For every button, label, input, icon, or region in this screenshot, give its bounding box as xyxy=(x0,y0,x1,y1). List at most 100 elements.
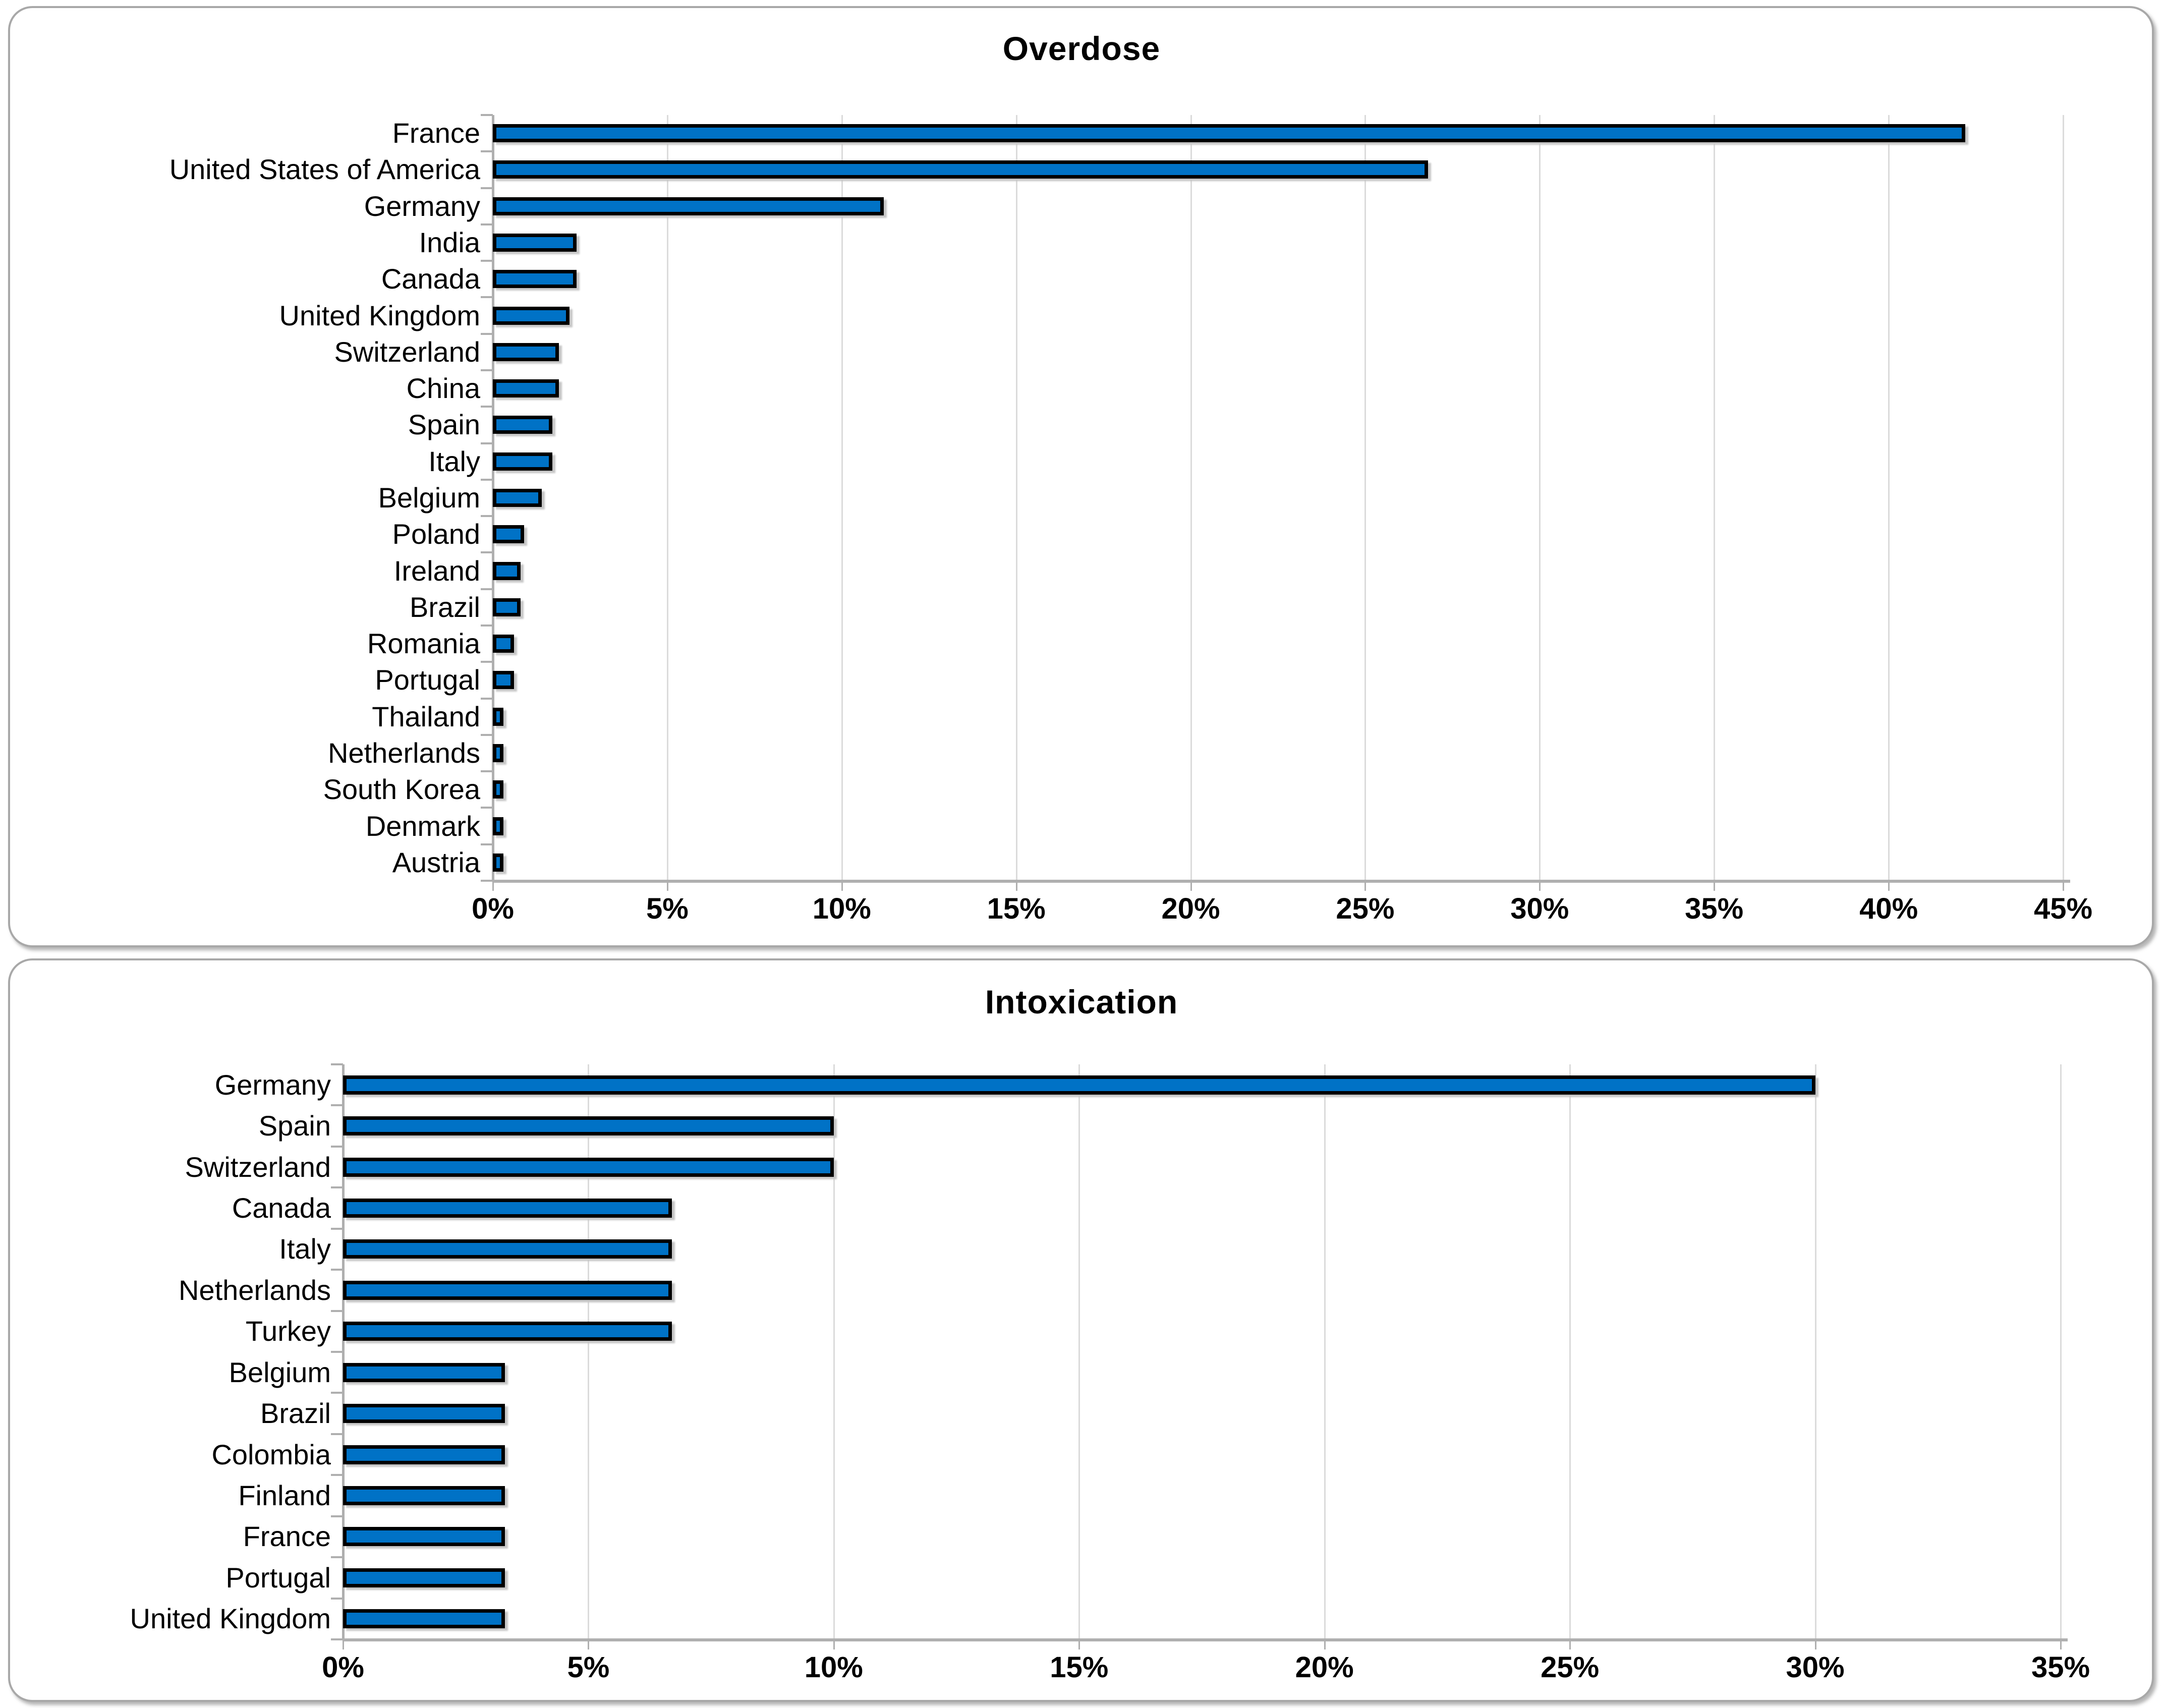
x-tick-label: 15% xyxy=(1050,1651,1109,1684)
x-tick-label: 10% xyxy=(804,1651,863,1684)
bar-romania xyxy=(493,635,514,653)
category-tick-mark xyxy=(331,1597,343,1600)
category-tick-mark xyxy=(481,770,493,773)
x-tick-label: 0% xyxy=(472,892,514,925)
category-label: Germany xyxy=(214,1068,331,1101)
x-tick-mark xyxy=(833,1639,835,1649)
category-label: United States of America xyxy=(169,153,480,186)
category-tick-mark xyxy=(481,406,493,408)
category-label: Thailand xyxy=(372,700,480,732)
gridline-30% xyxy=(1539,115,1541,881)
category-label: United Kingdom xyxy=(130,1603,331,1635)
category-label: Canada xyxy=(232,1192,331,1224)
x-tick-mark xyxy=(588,1639,590,1649)
gridline-10% xyxy=(833,1064,835,1639)
category-tick-mark xyxy=(331,1556,343,1559)
bar-italy xyxy=(493,452,552,471)
category-label: South Korea xyxy=(323,773,480,806)
category-tick-mark xyxy=(481,296,493,299)
category-label: Switzerland xyxy=(334,335,480,368)
category-tick-mark xyxy=(481,114,493,116)
gridline-40% xyxy=(1888,115,1890,881)
category-label: Netherlands xyxy=(328,737,480,769)
category-tick-mark xyxy=(331,1227,343,1230)
category-tick-mark xyxy=(481,478,493,481)
x-tick-label: 20% xyxy=(1295,1651,1354,1684)
bar-united-kingdom xyxy=(493,306,570,325)
category-label: Spain xyxy=(408,409,480,441)
bar-germany xyxy=(343,1075,1815,1095)
category-label: Romania xyxy=(367,628,480,660)
bar-austria xyxy=(493,853,503,872)
category-label: Portugal xyxy=(225,1561,331,1593)
category-tick-mark xyxy=(331,1515,343,1517)
category-tick-mark xyxy=(481,332,493,335)
gridline-25% xyxy=(1364,115,1367,881)
x-tick-mark xyxy=(1569,1639,1571,1649)
category-label: Portugal xyxy=(375,664,480,696)
x-tick-mark xyxy=(1015,881,1017,891)
category-tick-mark xyxy=(331,1310,343,1312)
gridline-30% xyxy=(1814,1064,1816,1639)
gridline-35% xyxy=(2060,1064,2062,1639)
bar-canada xyxy=(493,270,577,289)
category-tick-mark xyxy=(331,1145,343,1148)
bar-finland xyxy=(343,1486,505,1505)
category-label: Poland xyxy=(392,518,480,550)
bar-switzerland xyxy=(493,343,559,361)
category-tick-mark xyxy=(481,223,493,225)
bar-spain xyxy=(343,1116,834,1136)
category-tick-mark xyxy=(481,515,493,518)
category-tick-mark xyxy=(331,1269,343,1271)
bar-colombia xyxy=(343,1445,505,1464)
category-tick-mark xyxy=(331,1104,343,1107)
bar-spain xyxy=(493,416,552,434)
category-tick-mark xyxy=(481,661,493,663)
gridline-15% xyxy=(1015,115,1017,881)
x-tick-label: 15% xyxy=(987,892,1046,925)
category-label: Finland xyxy=(238,1479,331,1511)
value-axis-line xyxy=(342,1064,345,1639)
x-tick-label: 40% xyxy=(1859,892,1918,925)
category-label: Denmark xyxy=(365,810,480,842)
category-tick-mark xyxy=(481,880,493,882)
x-tick-mark xyxy=(1539,881,1541,891)
x-tick-label: 30% xyxy=(1510,892,1569,925)
category-tick-mark xyxy=(481,150,493,153)
bar-switzerland xyxy=(343,1157,834,1177)
x-tick-label: 5% xyxy=(567,1651,610,1684)
x-tick-mark xyxy=(1814,1639,1816,1649)
x-tick-mark xyxy=(2060,1639,2062,1649)
category-tick-mark xyxy=(331,1474,343,1476)
category-tick-mark xyxy=(481,260,493,262)
bar-portugal xyxy=(493,671,514,690)
category-label: France xyxy=(243,1520,331,1553)
category-label: Netherlands xyxy=(179,1274,331,1306)
category-tick-mark xyxy=(481,369,493,371)
x-tick-mark xyxy=(666,881,668,891)
bar-france xyxy=(493,124,1966,143)
gridline-20% xyxy=(1324,1064,1326,1639)
category-label: Austria xyxy=(392,846,480,878)
x-tick-label: 35% xyxy=(1685,892,1744,925)
category-tick-mark xyxy=(331,1638,343,1640)
bar-netherlands xyxy=(343,1280,672,1300)
bar-belgium xyxy=(343,1362,505,1382)
category-tick-mark xyxy=(331,1186,343,1189)
category-label: Canada xyxy=(381,263,480,295)
intoxication-chart-title: Intoxication xyxy=(985,983,1178,1020)
bar-poland xyxy=(493,525,525,544)
bar-italy xyxy=(343,1239,672,1259)
bar-france xyxy=(343,1527,505,1547)
x-tick-label: 20% xyxy=(1161,892,1220,925)
bar-netherlands xyxy=(493,744,503,762)
category-tick-mark xyxy=(331,1063,343,1065)
category-label: Brazil xyxy=(260,1397,331,1430)
category-label: France xyxy=(392,117,480,149)
category-label: United Kingdom xyxy=(279,299,480,331)
overdose-chart-title: Overdose xyxy=(1002,30,1161,67)
x-tick-mark xyxy=(343,1639,344,1649)
category-tick-mark xyxy=(481,697,493,700)
bar-india xyxy=(493,234,577,252)
